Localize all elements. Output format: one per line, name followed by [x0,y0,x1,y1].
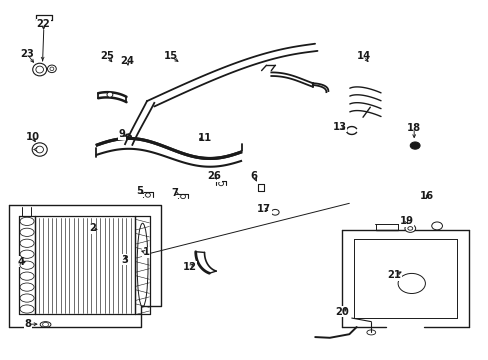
Ellipse shape [431,222,442,230]
Text: 2: 2 [89,224,96,233]
Text: 19: 19 [399,216,412,226]
Ellipse shape [404,225,415,232]
Text: 3: 3 [122,255,128,265]
Text: 17: 17 [257,204,270,215]
Text: 13: 13 [332,122,346,132]
Circle shape [409,142,419,149]
Text: 23: 23 [20,49,34,59]
Text: 22: 22 [37,19,50,29]
Text: 15: 15 [163,51,177,61]
Text: 18: 18 [407,123,420,133]
Text: 12: 12 [183,262,197,272]
Text: 11: 11 [197,133,211,143]
Text: 1: 1 [142,247,149,257]
Text: 9: 9 [118,129,125,139]
Text: 8: 8 [24,319,31,329]
Text: 4: 4 [18,257,25,267]
Text: 14: 14 [356,51,370,61]
Text: 7: 7 [171,188,178,198]
Text: 5: 5 [136,186,143,197]
Text: 20: 20 [334,307,348,317]
Text: 21: 21 [387,270,401,280]
Text: 16: 16 [419,191,433,201]
Text: 25: 25 [100,51,114,61]
Text: 10: 10 [25,132,40,142]
Text: 24: 24 [120,56,134,66]
Text: 6: 6 [250,171,257,181]
Text: 26: 26 [207,171,221,181]
Ellipse shape [107,92,113,97]
